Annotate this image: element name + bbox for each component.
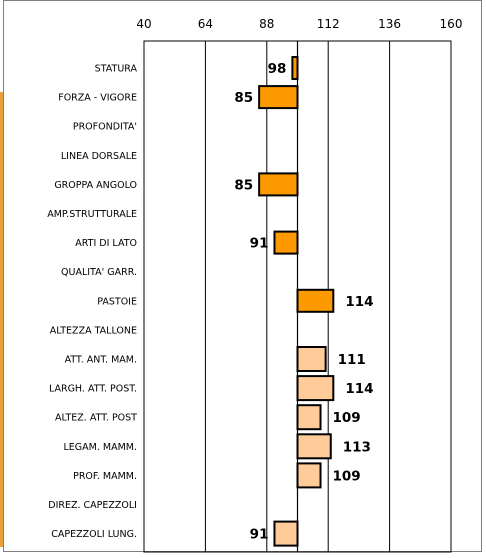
x-tick-label: 64 <box>198 17 213 31</box>
left-accent-stripe <box>0 92 3 547</box>
category-label: LINEA DORSALE <box>61 151 137 162</box>
data-label: 113 <box>343 439 371 455</box>
data-label: 114 <box>345 381 373 397</box>
bar <box>296 375 335 402</box>
category-label: DIREZ. CAPEZZOLI <box>48 500 137 511</box>
bar <box>291 56 299 80</box>
category-label: LARGH. ATT. POST. <box>49 384 137 395</box>
bar <box>273 520 299 547</box>
value-labels: 98 85 85 91 114 111 114 109 113 109 91 <box>234 61 373 543</box>
category-labels: STATURA FORZA - VIGORE PROFONDITA' LINEA DO… <box>47 64 137 541</box>
category-label: PROFONDITA' <box>73 122 137 133</box>
category-label: FORZA - VIGORE <box>58 93 137 104</box>
x-axis-ticks: 40 64 88 112 136 160 <box>136 17 462 31</box>
x-tick-label: 112 <box>317 17 340 31</box>
x-tick-label: 136 <box>378 17 401 31</box>
bar <box>258 85 299 110</box>
category-label: QUALITA' GARR. <box>61 267 137 278</box>
bars <box>258 56 335 547</box>
category-label: LEGAM. MAMM. <box>64 442 138 453</box>
category-label: ALTEZZA TALLONE <box>50 325 137 336</box>
data-label: 91 <box>250 236 269 252</box>
bar <box>296 404 322 431</box>
data-label: 91 <box>250 527 269 543</box>
data-label: 98 <box>268 61 287 77</box>
category-label: GROPPA ANGOLO <box>54 180 137 191</box>
bar <box>296 346 327 372</box>
x-tick-label: 160 <box>440 17 463 31</box>
bar <box>296 462 322 489</box>
category-label: PASTOIE <box>97 296 137 307</box>
data-label: 109 <box>333 410 361 426</box>
category-label: AMP.STRUTTURALE <box>47 209 137 220</box>
bar <box>296 433 332 460</box>
category-label: ALTEZ. ATT. POST <box>55 413 137 424</box>
category-label: PROF. MAMM. <box>73 471 137 482</box>
data-label: 114 <box>345 294 373 310</box>
category-label: STATURA <box>95 64 138 75</box>
category-label: ATT. ANT. MAM. <box>65 355 137 366</box>
data-label: 85 <box>234 90 253 106</box>
x-tick-label: 88 <box>259 17 274 31</box>
category-label: ARTI DI LATO <box>75 238 137 249</box>
bar <box>258 172 299 197</box>
data-label: 109 <box>333 468 361 484</box>
category-label: CAPEZZOLI LUNG. <box>51 529 137 540</box>
x-tick-label: 40 <box>136 17 151 31</box>
bar <box>296 288 335 313</box>
data-label: 111 <box>338 352 366 368</box>
bar <box>273 230 299 255</box>
data-label: 85 <box>234 177 253 193</box>
